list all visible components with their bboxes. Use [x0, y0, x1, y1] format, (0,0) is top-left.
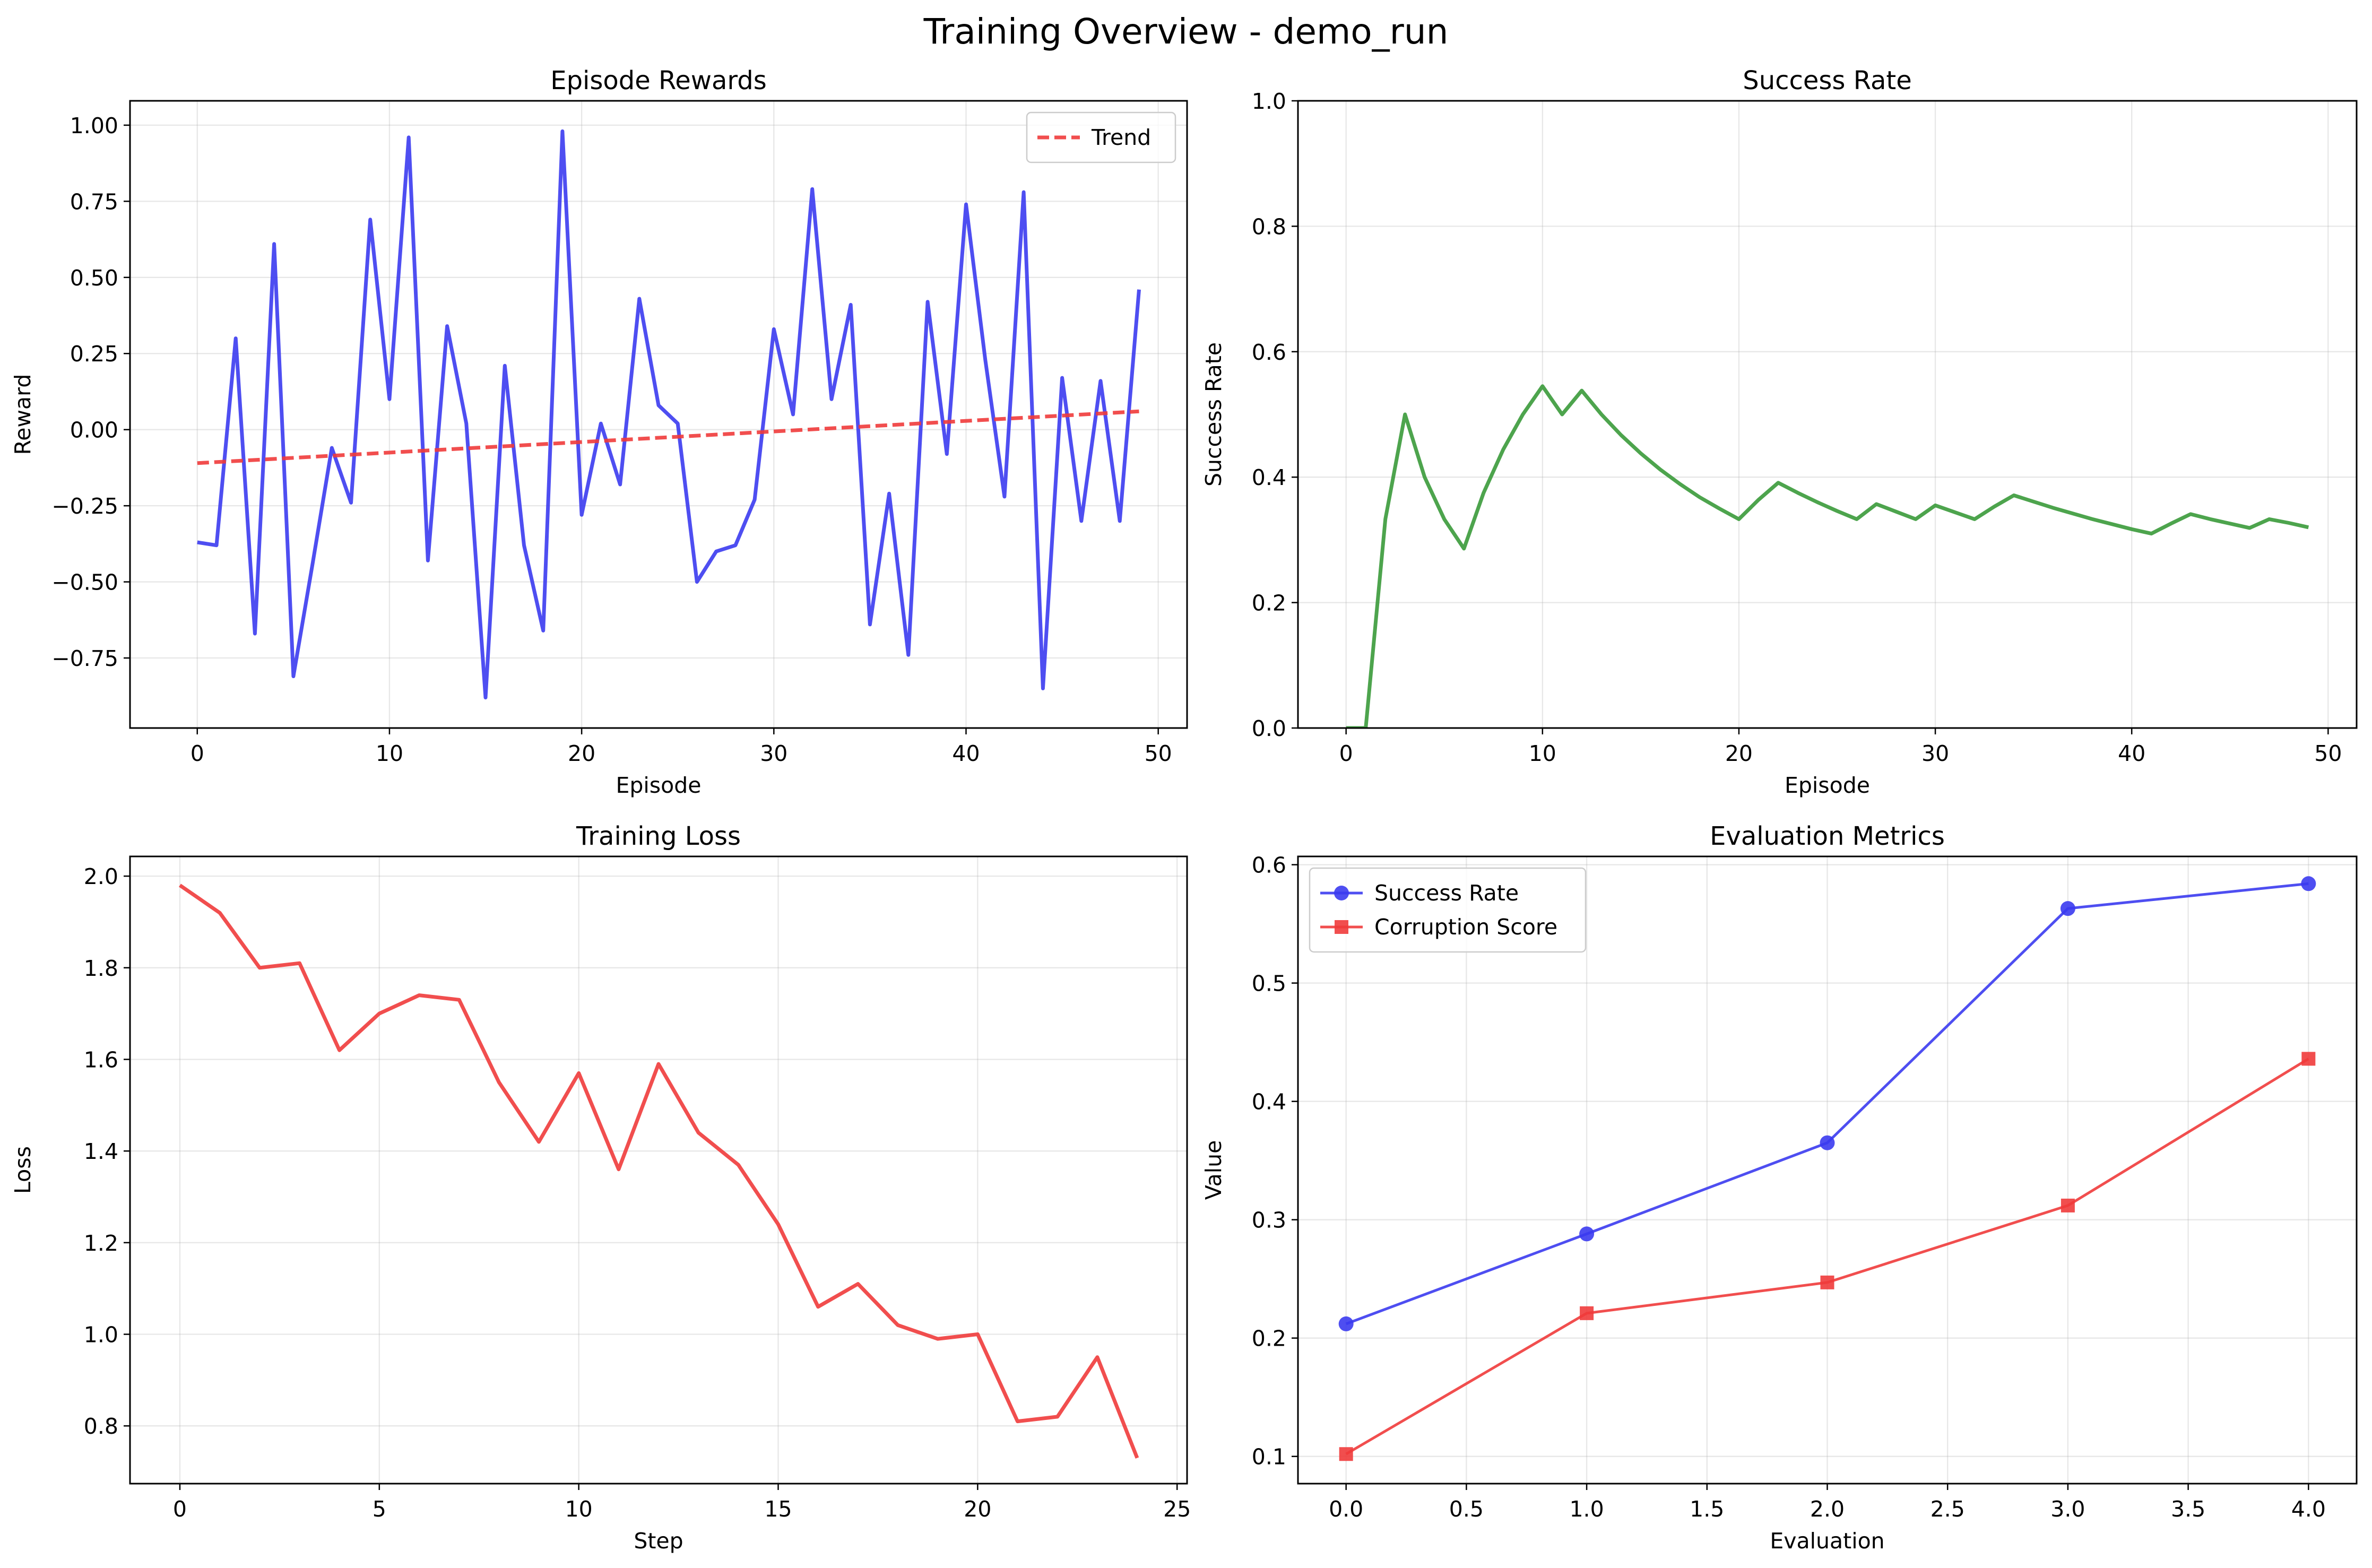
x-tick-label: 2.0 — [1810, 1496, 1845, 1522]
x-axis-label: Episode — [616, 773, 701, 798]
x-tick-label: 1.5 — [1690, 1496, 1724, 1522]
y-tick-label: 1.4 — [84, 1139, 118, 1164]
y-tick-label: 1.0 — [84, 1322, 118, 1348]
y-tick-label: 1.2 — [84, 1231, 118, 1256]
y-axis-label: Value — [1201, 1140, 1226, 1200]
x-tick-label: 10 — [1529, 741, 1556, 766]
success-rate-series-point — [1338, 1316, 1354, 1331]
y-tick-label: −0.25 — [51, 493, 118, 519]
corruption-score-series-point — [1339, 1447, 1353, 1461]
x-tick-label: 3.0 — [2050, 1496, 2085, 1522]
legend-label-corruption-score: Corruption Score — [1374, 914, 1557, 940]
trend-series-line — [197, 409, 1139, 465]
x-tick-label: 25 — [1163, 1496, 1191, 1522]
y-axis-label: Loss — [10, 1146, 36, 1194]
x-tick-label: 2.5 — [1931, 1496, 1965, 1522]
x-tick-label: 3.5 — [2171, 1496, 2205, 1522]
chart-title: Success Rate — [1743, 66, 1912, 96]
y-tick-label: 1.8 — [84, 956, 118, 981]
y-axis-label: Success Rate — [1201, 342, 1226, 487]
chart-title: Training Loss — [576, 821, 741, 851]
x-tick-label: 30 — [1921, 741, 1949, 766]
y-tick-label: 0.4 — [1252, 465, 1286, 490]
plot-area-frame — [1297, 855, 2358, 1485]
legend: Success Rate Corruption Score — [1309, 867, 1587, 953]
success-rate-series-point — [2301, 876, 2316, 891]
x-tick-label: 4.0 — [2291, 1496, 2326, 1522]
success-rate-series-point — [2060, 901, 2075, 916]
corruption-score-series-point — [1580, 1306, 1594, 1320]
x-tick-label: 10 — [565, 1496, 593, 1522]
x-tick-label: 0.5 — [1449, 1496, 1484, 1522]
x-axis-label: Episode — [1785, 773, 1870, 798]
x-tick-label: 40 — [952, 741, 980, 766]
y-tick-label: 0.4 — [1252, 1089, 1286, 1115]
x-tick-label: 0 — [1339, 741, 1353, 766]
corruption-score-legend-marker — [1335, 920, 1348, 934]
legend-label-trend: Trend — [1091, 125, 1151, 150]
y-tick-label: 0.2 — [1252, 591, 1286, 616]
y-tick-label: 0.0 — [1252, 716, 1286, 741]
training-loss-series-line — [179, 883, 1139, 1459]
x-tick-label: 50 — [1145, 741, 1172, 766]
legend-box — [1026, 111, 1176, 163]
y-tick-label: 0.6 — [1252, 853, 1286, 878]
success-rate-series-line — [1346, 384, 2309, 728]
y-tick-label: 0.00 — [70, 418, 118, 443]
y-tick-label: 0.6 — [1252, 340, 1286, 365]
x-tick-label: 20 — [568, 741, 595, 766]
x-tick-label: 5 — [373, 1496, 386, 1522]
legend-box — [1309, 867, 1587, 953]
evaluation-metrics-panel: 0.0 0.5 1.0 1.5 2.0 2.5 3.0 3.5 4.0 0.1 0.2 0.3 0.4 0… — [1201, 821, 2358, 1554]
episode-rewards-panel: 0 10 20 30 40 50 −0.75 −0.50 −0.25 0.00 0.25 0.50 0.… — [10, 66, 1188, 798]
corruption-score-series-point — [2061, 1198, 2075, 1212]
success-rate-series-point — [1579, 1226, 1595, 1242]
y-tick-label: 0.50 — [70, 265, 118, 291]
figure-title: Training Overview - demo_run — [923, 11, 1449, 52]
legend-label-success-rate: Success Rate — [1374, 880, 1519, 906]
y-tick-label: 0.1 — [1252, 1444, 1286, 1470]
y-tick-label: 0.2 — [1252, 1326, 1286, 1352]
success-rate-panel: 0 10 20 30 40 50 0.0 0.2 0.4 0.6 0.8 1.0 Success Rat… — [1201, 66, 2358, 798]
y-tick-label: 0.8 — [1252, 214, 1286, 239]
corruption-score-series-point — [2301, 1052, 2316, 1066]
y-tick-label: 0.3 — [1252, 1208, 1286, 1233]
y-tick-label: 0.75 — [70, 189, 118, 214]
plot-area-frame — [129, 855, 1188, 1485]
x-tick-label: 20 — [1725, 741, 1753, 766]
chart-title: Evaluation Metrics — [1710, 821, 1945, 851]
y-tick-label: 1.00 — [70, 113, 118, 138]
training-loss-panel: 0 5 10 15 20 25 0.8 1.0 1.2 1.4 1.6 1.8 2.0 Training … — [10, 821, 1191, 1554]
plot-area-frame — [1297, 100, 2358, 729]
y-axis-label: Reward — [10, 374, 36, 455]
x-tick-label: 40 — [2118, 741, 2145, 766]
success-rate-legend-marker — [1334, 886, 1349, 900]
y-tick-label: 2.0 — [84, 864, 118, 889]
y-tick-label: 0.8 — [84, 1414, 118, 1439]
chart-title: Episode Rewards — [550, 66, 767, 96]
y-tick-label: 0.5 — [1252, 971, 1286, 997]
y-tick-label: 1.0 — [1252, 89, 1286, 114]
success-rate-series-point — [1820, 1135, 1835, 1150]
x-tick-label: 15 — [764, 1496, 792, 1522]
x-tick-label: 20 — [964, 1496, 991, 1522]
x-tick-label: 0 — [173, 1496, 187, 1522]
x-tick-label: 0.0 — [1329, 1496, 1363, 1522]
y-tick-label: 1.6 — [84, 1047, 118, 1072]
x-tick-label: 0 — [191, 741, 204, 766]
x-tick-label: 10 — [376, 741, 403, 766]
corruption-score-series-point — [1820, 1275, 1834, 1289]
legend: Trend — [1026, 111, 1176, 163]
y-tick-label: −0.50 — [51, 570, 118, 595]
y-tick-label: −0.75 — [51, 646, 118, 671]
plot-area-frame — [129, 100, 1188, 729]
y-tick-label: 0.25 — [70, 341, 118, 367]
x-axis-label: Step — [634, 1528, 683, 1554]
x-tick-label: 50 — [2314, 741, 2342, 766]
x-axis-label: Evaluation — [1770, 1528, 1884, 1554]
x-tick-label: 30 — [760, 741, 787, 766]
x-tick-label: 1.0 — [1569, 1496, 1604, 1522]
